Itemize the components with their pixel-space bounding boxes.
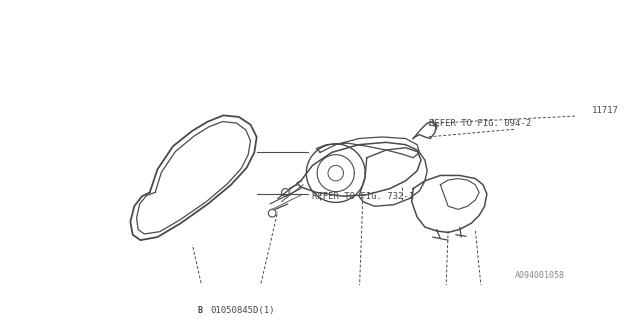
Text: 11717: 11717	[591, 106, 618, 115]
Text: A094001058: A094001058	[515, 271, 564, 280]
Text: 01050845D(1): 01050845D(1)	[210, 306, 275, 315]
Text: REFER TO FIG. 732-1: REFER TO FIG. 732-1	[312, 192, 415, 201]
Text: REFER TO FIG. 094-2: REFER TO FIG. 094-2	[429, 119, 531, 128]
Text: B: B	[198, 306, 203, 315]
